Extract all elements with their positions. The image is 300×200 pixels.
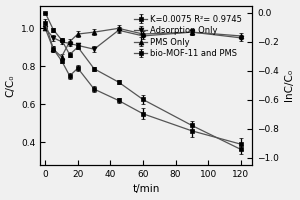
- Y-axis label: lnC/C₀: lnC/C₀: [284, 69, 294, 101]
- Legend: K=0.0075 R²= 0.9745, Adsorption Only, PMS Only, bio-MOF-11 and PMS: K=0.0075 R²= 0.9745, Adsorption Only, PM…: [133, 13, 244, 60]
- X-axis label: t/min: t/min: [133, 184, 160, 194]
- Y-axis label: C/C₀: C/C₀: [6, 74, 16, 97]
